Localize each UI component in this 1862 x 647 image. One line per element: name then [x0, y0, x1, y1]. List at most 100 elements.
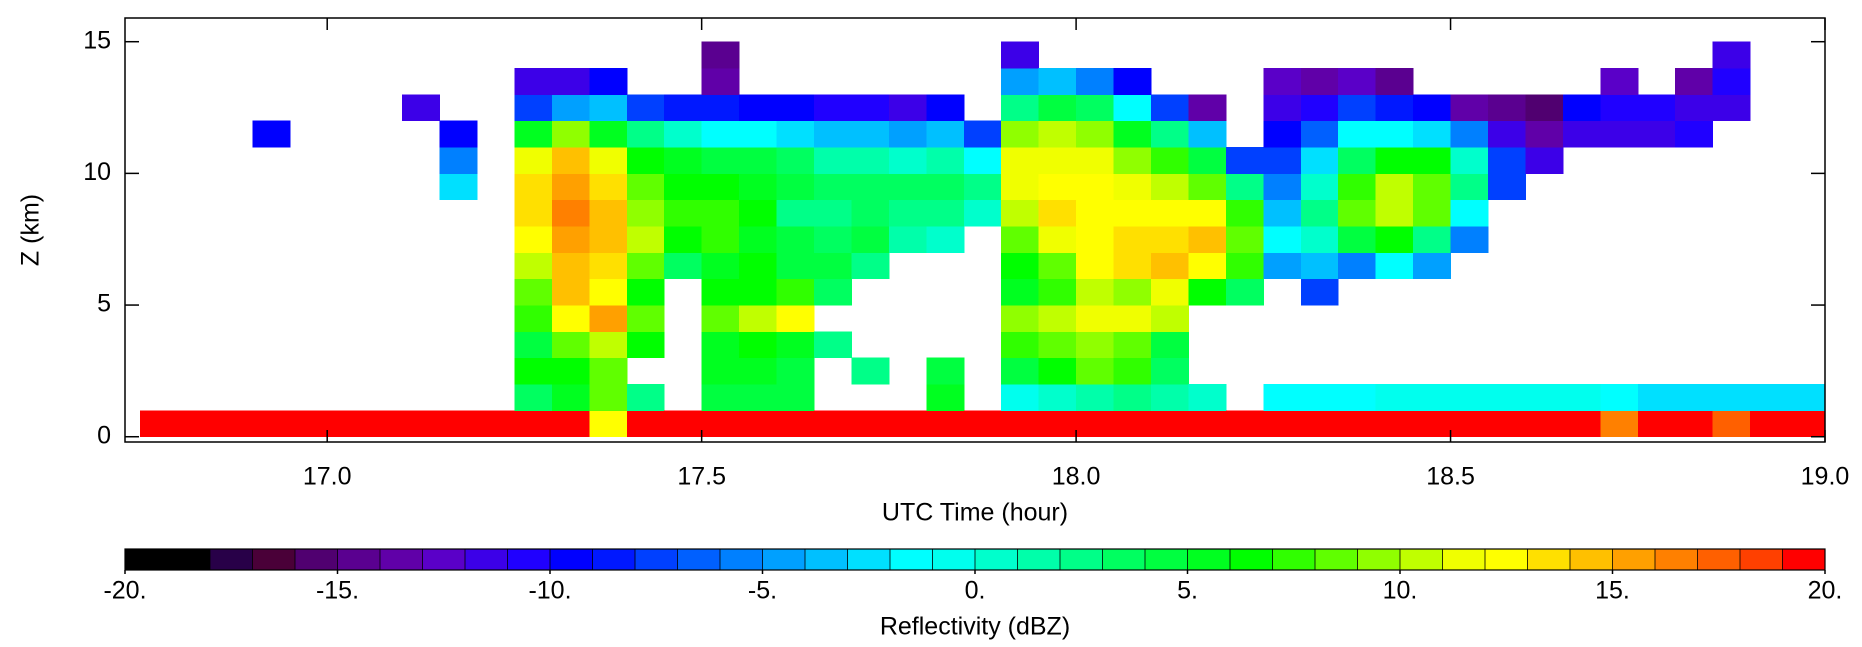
cell — [1675, 94, 1714, 122]
cell — [1263, 173, 1302, 201]
cell — [1263, 120, 1302, 148]
cell — [589, 252, 628, 280]
cell — [1076, 278, 1115, 306]
colorbar-segment — [720, 549, 763, 570]
cell — [177, 410, 216, 438]
cell — [1450, 94, 1489, 122]
colorbar-segment — [380, 549, 423, 570]
cell — [1113, 331, 1152, 359]
cell — [1338, 384, 1377, 411]
x-tick-label: 18.5 — [1426, 463, 1475, 491]
cell — [1038, 199, 1077, 227]
cell — [1487, 173, 1526, 201]
cell — [664, 94, 703, 122]
cell — [664, 252, 703, 280]
cell — [1038, 68, 1077, 95]
cell — [776, 384, 815, 411]
cell — [1076, 252, 1115, 280]
colorbar-segment — [805, 549, 848, 570]
cell — [626, 226, 665, 253]
cell — [1076, 226, 1115, 253]
cell — [1375, 147, 1414, 174]
cell — [514, 305, 553, 332]
x-tick-label: 17.5 — [677, 463, 726, 491]
colorbar-segment — [975, 549, 1018, 570]
cell — [1413, 173, 1452, 201]
cell — [1413, 252, 1452, 280]
cell — [514, 147, 553, 174]
colorbar-segment — [1272, 549, 1316, 570]
cell — [1038, 384, 1077, 411]
cell — [1150, 147, 1189, 174]
cell — [776, 357, 815, 385]
cell — [1750, 384, 1789, 411]
cell — [888, 199, 927, 227]
cell — [1150, 173, 1189, 201]
cell — [1150, 252, 1189, 280]
cell — [1001, 410, 1040, 438]
colorbar-segment — [677, 549, 721, 570]
cell — [739, 173, 778, 201]
cell — [1300, 278, 1339, 306]
cell — [514, 68, 553, 95]
cell — [1600, 120, 1639, 148]
cell — [888, 120, 927, 148]
cell — [739, 410, 778, 438]
cell — [888, 147, 927, 174]
cell — [1263, 147, 1302, 174]
cell — [1150, 331, 1189, 359]
cell — [701, 199, 740, 227]
cell — [1001, 68, 1040, 95]
cell — [1150, 305, 1189, 332]
cell — [1113, 120, 1152, 148]
cell — [476, 410, 515, 438]
y-tick-label: 5 — [97, 290, 111, 318]
cell — [888, 410, 927, 438]
cell — [1076, 410, 1115, 438]
cell — [813, 173, 852, 201]
cell — [514, 357, 553, 385]
cell — [664, 410, 703, 438]
cell — [1413, 410, 1452, 438]
colorbar-segment — [507, 549, 551, 570]
cell — [888, 173, 927, 201]
cell — [589, 173, 628, 201]
cell — [776, 331, 815, 359]
cell — [626, 199, 665, 227]
cell — [1562, 120, 1601, 148]
cell — [851, 94, 890, 122]
cell — [1375, 173, 1414, 201]
cell — [1188, 410, 1227, 438]
cell — [701, 41, 740, 69]
cell — [439, 120, 478, 148]
cell — [364, 410, 403, 438]
cell — [1487, 384, 1526, 411]
cell — [402, 410, 441, 438]
cell — [252, 120, 291, 148]
cell — [963, 120, 1002, 148]
cell — [701, 226, 740, 253]
cell — [888, 226, 927, 253]
cell — [1150, 410, 1189, 438]
cell — [813, 226, 852, 253]
cell — [1675, 384, 1714, 411]
cell — [514, 252, 553, 280]
cell — [1338, 410, 1377, 438]
cell — [1188, 173, 1227, 201]
cell — [1076, 331, 1115, 359]
cell — [963, 410, 1002, 438]
colorbar-segment — [167, 549, 211, 570]
cell — [1600, 94, 1639, 122]
colorbar-segment — [295, 549, 338, 570]
cell — [1113, 94, 1152, 122]
cell — [1076, 357, 1115, 385]
cell — [926, 94, 965, 122]
colorbar-tick-label: -20. — [103, 577, 146, 605]
cell — [1562, 94, 1601, 122]
colorbar-segment — [1230, 549, 1273, 570]
cell — [1450, 199, 1489, 227]
cell — [1038, 147, 1077, 174]
cell — [1375, 384, 1414, 411]
cell — [1787, 384, 1825, 411]
